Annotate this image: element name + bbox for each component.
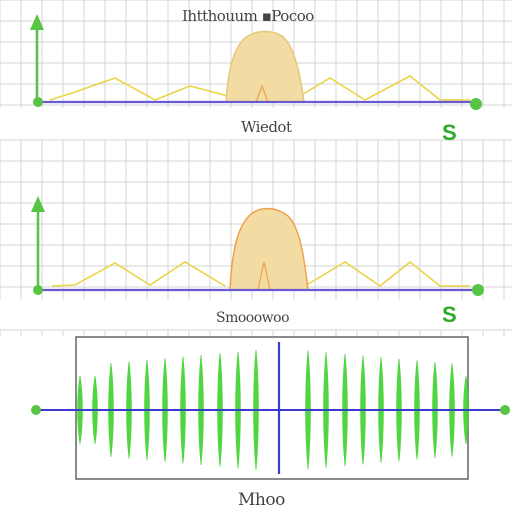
top-side-lobes [49, 75, 470, 101]
endpoint-dot-icon [472, 284, 484, 296]
top-panel [30, 14, 482, 110]
endpoint-dot-icon [33, 97, 43, 107]
bottom-panel-grid [0, 329, 512, 336]
top-main-peak [225, 30, 305, 103]
endpoint-dot-icon [470, 98, 482, 110]
middle-panel-sublabel: Smooowoo [216, 310, 290, 326]
endpoint-dot-icon [31, 405, 41, 415]
bottom-panel [31, 336, 510, 480]
middle-side-lobes [51, 260, 470, 287]
bottom-panel-caption: Mhoo [238, 490, 285, 510]
top-panel-sublabel: Wiedot [241, 118, 292, 136]
up-arrow-icon [30, 14, 44, 30]
waveform [77, 350, 469, 470]
top-panel-title: Ihtthouum ▪Pocoo [182, 7, 314, 25]
middle-peak-spike [257, 261, 271, 291]
middle-main-peak [229, 207, 309, 291]
bottom-frame [75, 336, 469, 480]
top-peak-spike [255, 84, 269, 103]
up-arrow-icon [31, 196, 45, 212]
middle-panel-badge: S [442, 302, 457, 327]
middle-panel [31, 196, 484, 296]
endpoint-dot-icon [500, 405, 510, 415]
top-panel-badge: S [442, 120, 457, 145]
endpoint-dot-icon [33, 285, 43, 295]
